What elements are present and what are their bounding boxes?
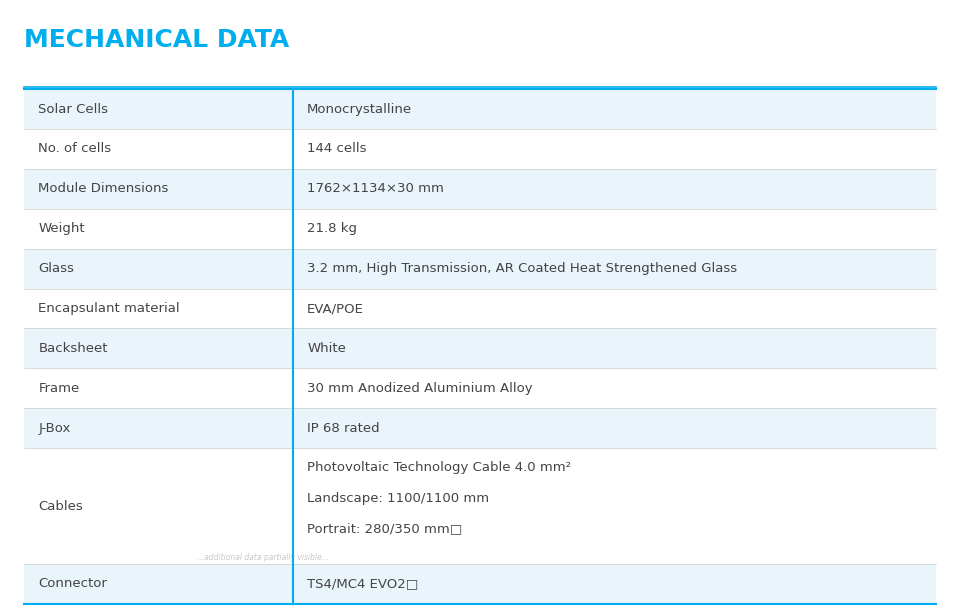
Bar [24, 169, 936, 209]
Text: No. of cells: No. of cells [38, 143, 111, 156]
Text: Portrait: 280/350 mm□: Portrait: 280/350 mm□ [307, 523, 463, 536]
Text: 144 cells: 144 cells [307, 143, 367, 156]
Text: 3.2 mm, High Transmission, AR Coated Heat Strengthened Glass: 3.2 mm, High Transmission, AR Coated Hea… [307, 262, 737, 275]
Text: Module Dimensions: Module Dimensions [38, 183, 169, 196]
Bar [24, 328, 936, 368]
Text: Cables: Cables [38, 499, 84, 512]
Bar [24, 89, 936, 129]
Text: MECHANICAL DATA: MECHANICAL DATA [24, 28, 289, 52]
Bar [24, 564, 936, 604]
Text: EVA/POE: EVA/POE [307, 302, 364, 315]
Text: Solar Cells: Solar Cells [38, 103, 108, 116]
Text: Frame: Frame [38, 382, 80, 395]
Text: J-Box: J-Box [38, 422, 71, 435]
Text: IP 68 rated: IP 68 rated [307, 422, 380, 435]
Text: Backsheet: Backsheet [38, 342, 108, 355]
Text: Glass: Glass [38, 262, 74, 275]
Text: Photovoltaic Technology Cable 4.0 mm²: Photovoltaic Technology Cable 4.0 mm² [307, 461, 571, 474]
Bar [24, 248, 936, 288]
Text: Encapsulant material: Encapsulant material [38, 302, 180, 315]
Text: 30 mm Anodized Aluminium Alloy: 30 mm Anodized Aluminium Alloy [307, 382, 533, 395]
Bar [24, 448, 936, 564]
Text: TS4/MC4 EVO2□: TS4/MC4 EVO2□ [307, 577, 419, 590]
Bar [24, 408, 936, 448]
Bar [24, 129, 936, 169]
Text: 21.8 kg: 21.8 kg [307, 222, 357, 236]
Text: ...additional data partially visible...: ...additional data partially visible... [197, 553, 328, 561]
Bar [24, 209, 936, 248]
Bar [24, 368, 936, 408]
Text: White: White [307, 342, 346, 355]
Text: Weight: Weight [38, 222, 85, 236]
Text: Connector: Connector [38, 577, 108, 590]
Text: 1762×1134×30 mm: 1762×1134×30 mm [307, 183, 444, 196]
Bar [24, 288, 936, 328]
Text: Monocrystalline: Monocrystalline [307, 103, 413, 116]
Text: Landscape: 1100/1100 mm: Landscape: 1100/1100 mm [307, 492, 490, 505]
